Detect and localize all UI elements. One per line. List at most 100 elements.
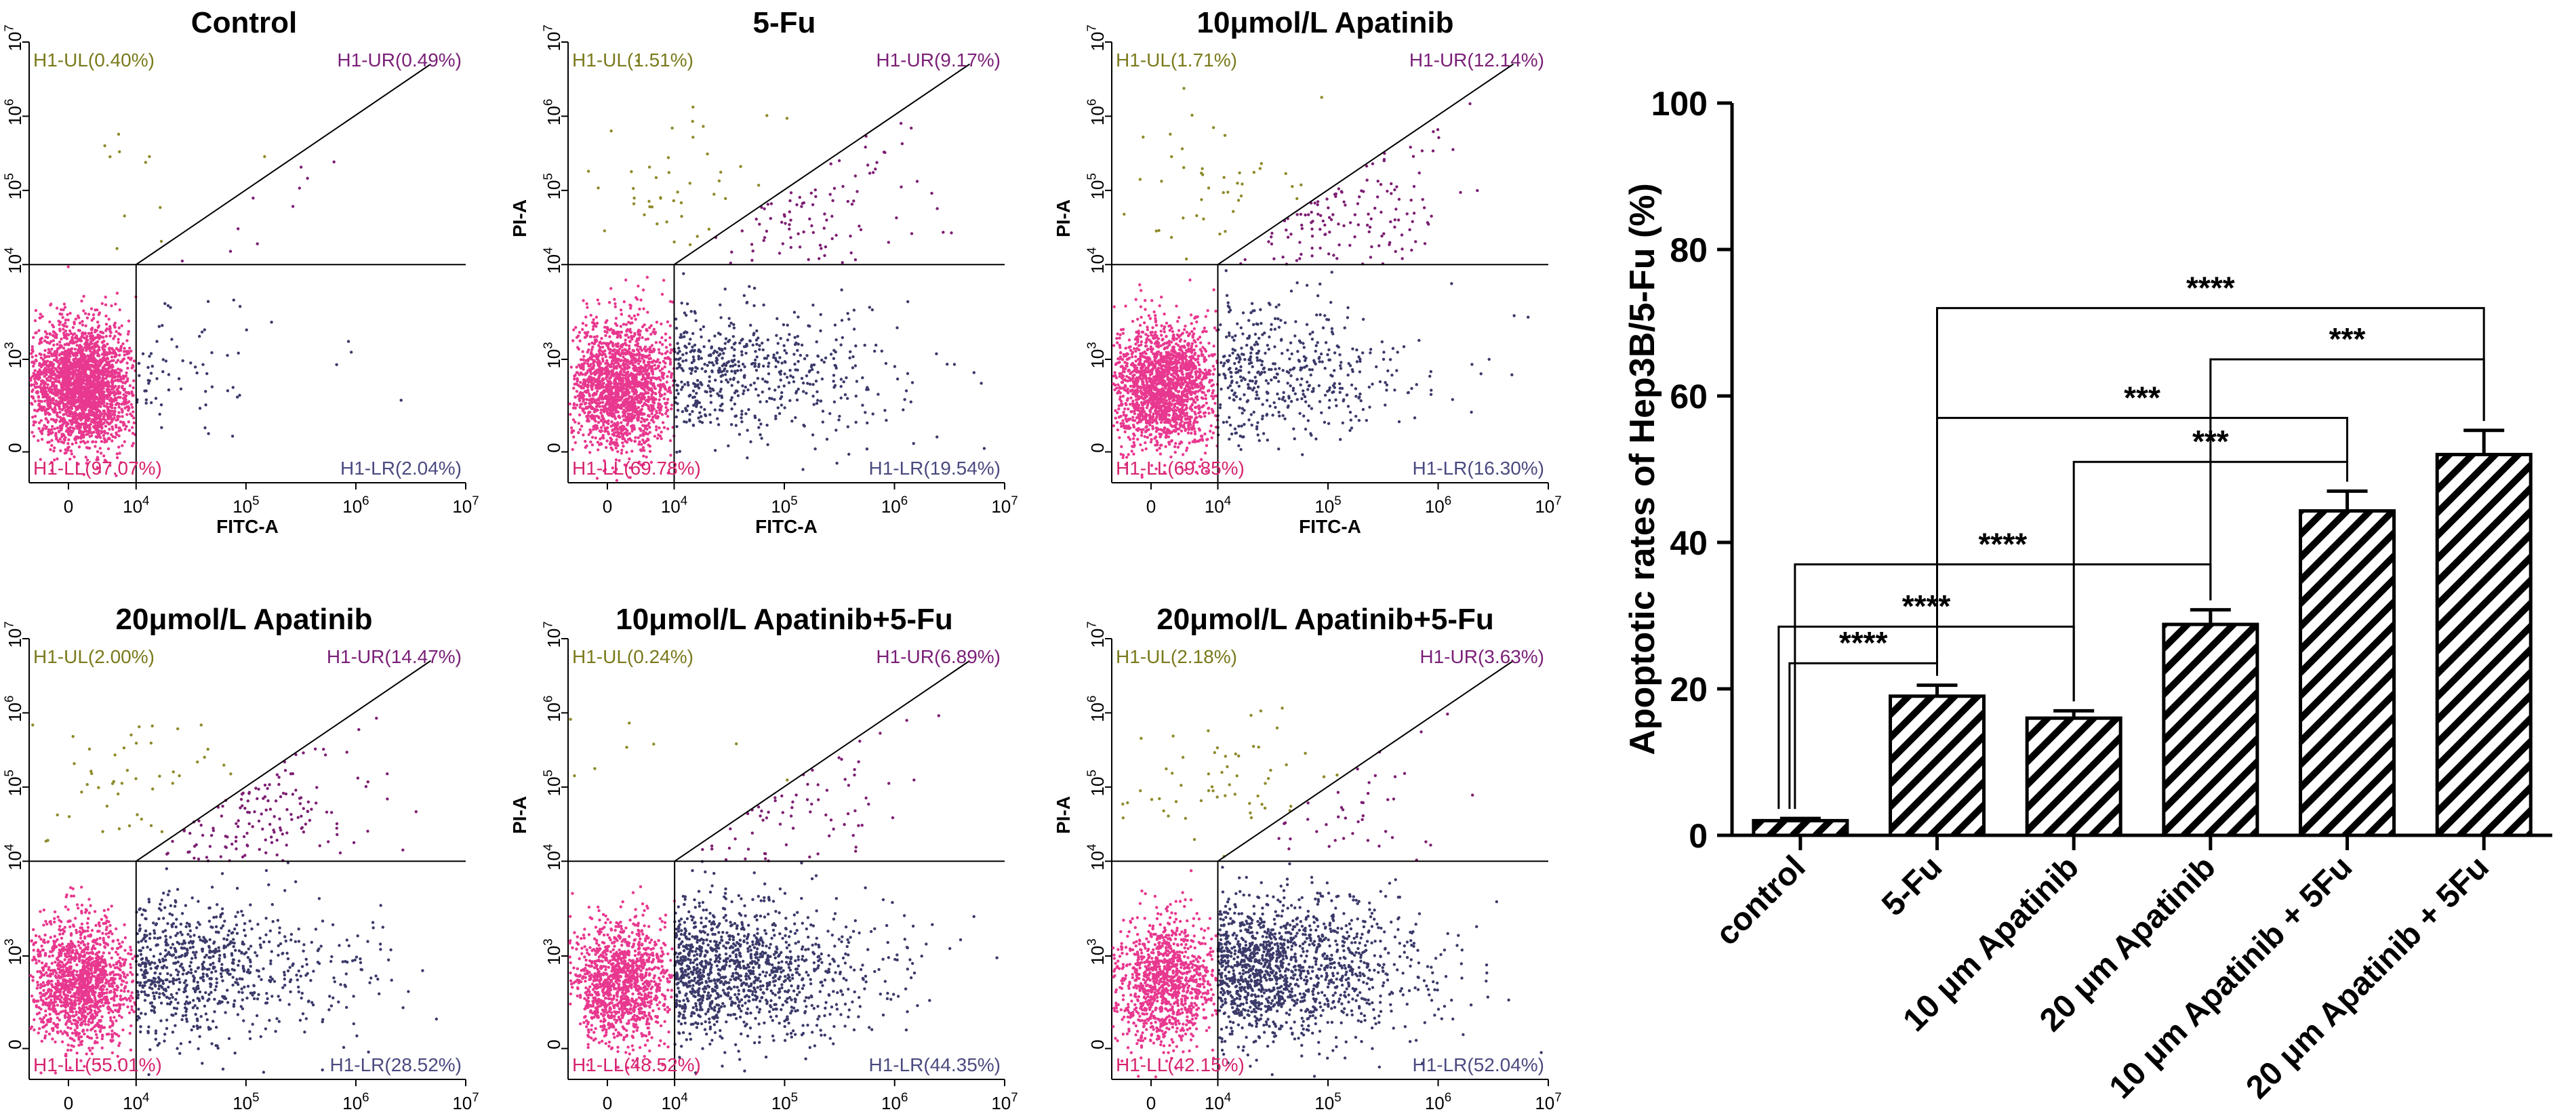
scatter-point — [60, 395, 63, 399]
scatter-point — [663, 393, 666, 396]
scatter-point — [597, 365, 601, 368]
scatter-point — [691, 345, 694, 348]
scatter-point — [96, 450, 100, 454]
scatter-point — [843, 393, 847, 397]
scatter-point — [595, 401, 598, 405]
scatter-point — [590, 435, 595, 439]
scatter-point — [624, 387, 628, 391]
scatter-point — [730, 396, 734, 399]
scatter-point — [226, 354, 229, 357]
scatter-point — [623, 414, 626, 417]
scatter-point — [842, 380, 845, 384]
scatter-point — [33, 369, 37, 372]
scatter-point — [121, 374, 125, 378]
scatter-point — [909, 400, 913, 403]
scatter-point — [70, 407, 74, 410]
scatter-point — [647, 374, 650, 378]
scatter-point — [89, 307, 94, 311]
scatter-point — [599, 411, 603, 415]
scatter-point — [127, 351, 131, 355]
scatter-point — [32, 423, 35, 427]
scatter-point — [94, 308, 97, 312]
scatter-point — [748, 285, 751, 288]
scatter-point — [766, 443, 769, 446]
scatter-point — [30, 384, 33, 387]
scatter-point — [100, 431, 103, 435]
scatter-point — [716, 417, 719, 420]
scatter-point — [808, 382, 812, 386]
scatter-point — [700, 335, 703, 339]
scatter-point — [664, 351, 667, 355]
scatter-point — [646, 311, 649, 314]
scatter-point — [579, 403, 582, 406]
scatter-point — [110, 380, 113, 384]
scatter-point — [70, 422, 74, 426]
scatter-point — [648, 326, 651, 330]
scatter-point — [52, 330, 56, 334]
scatter-point — [744, 351, 748, 355]
scatter-point — [761, 377, 765, 381]
scatter-point — [56, 426, 60, 430]
scatter-point — [132, 359, 136, 363]
scatter-point — [604, 389, 607, 393]
scatter-point — [644, 431, 647, 435]
scatter-point — [835, 462, 839, 465]
scatter-point — [104, 382, 107, 386]
scatter-point — [100, 380, 104, 384]
scatter-point — [62, 379, 66, 383]
scatter-point — [611, 405, 614, 409]
scatter-point — [39, 419, 43, 422]
scatter-point — [628, 344, 631, 348]
scatter-point — [129, 403, 133, 406]
scatter-point — [35, 410, 39, 413]
scatter-point — [123, 353, 126, 357]
scatter-point — [757, 336, 760, 340]
scatter-point — [642, 370, 645, 373]
scatter-point — [117, 349, 121, 353]
scatter-point — [715, 351, 719, 354]
scatter-point — [700, 405, 703, 409]
scatter-point — [709, 394, 712, 397]
scatter-point — [709, 401, 713, 404]
scatter-point — [755, 355, 759, 359]
scatter-point — [53, 410, 56, 414]
scatter-point — [69, 449, 73, 453]
scatter-point — [29, 376, 33, 380]
scatter-point — [759, 433, 762, 437]
scatter-point — [585, 415, 588, 418]
scatter-point — [107, 362, 110, 365]
scatter-point — [601, 436, 604, 439]
scatter-point — [84, 397, 87, 401]
scatter-point — [110, 304, 113, 308]
scatter-point — [203, 426, 207, 430]
scatter-point — [883, 409, 887, 412]
scatter-point — [685, 351, 688, 355]
scatter-point — [811, 395, 815, 398]
scatter-point — [103, 429, 106, 433]
scatter-point — [85, 416, 88, 419]
scatter-point — [854, 420, 858, 424]
flow-panel: 5-Fu0 104 105 106 1070103104105106107FITC-AP… — [509, 6, 1018, 537]
scatter-point — [761, 391, 765, 394]
scatter-point — [659, 393, 662, 397]
scatter-point — [648, 431, 651, 434]
scatter-point — [89, 422, 92, 426]
scatter-point — [626, 438, 630, 441]
scatter-point — [67, 410, 71, 413]
scatter-point — [85, 394, 88, 398]
scatter-point — [573, 374, 577, 377]
scatter-point — [670, 407, 673, 411]
scatter-point — [863, 344, 866, 347]
scatter-point — [108, 346, 111, 350]
scatter-point — [161, 370, 165, 374]
scatter-point — [113, 396, 117, 400]
scatter-point — [79, 357, 83, 360]
scatter-point — [66, 405, 69, 408]
scatter-point — [291, 205, 295, 208]
scatter-point — [596, 298, 599, 302]
scatter-point — [622, 404, 626, 408]
scatter-point — [599, 348, 602, 352]
scatter-point — [132, 410, 135, 414]
scatter-point — [662, 359, 666, 363]
scatter-point — [610, 438, 613, 441]
